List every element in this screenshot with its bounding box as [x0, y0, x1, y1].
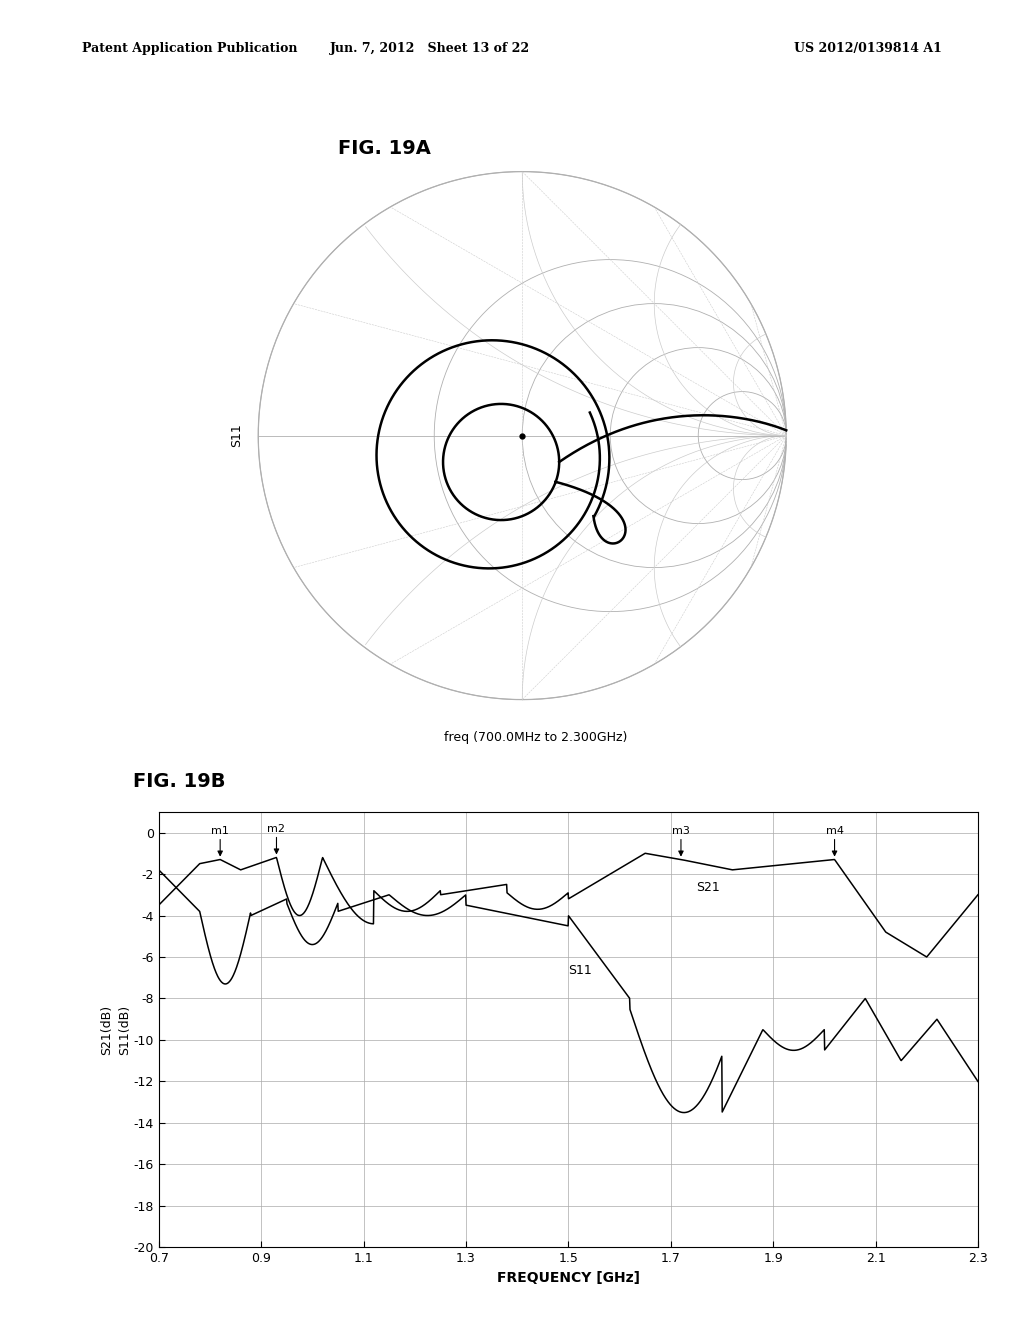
Text: S11: S11 — [230, 424, 244, 447]
Y-axis label: S21(dB)
S11(dB): S21(dB) S11(dB) — [99, 1005, 131, 1055]
Text: S11: S11 — [568, 964, 592, 977]
Text: freq (700.0MHz to 2.300GHz): freq (700.0MHz to 2.300GHz) — [443, 731, 627, 744]
Text: Patent Application Publication: Patent Application Publication — [82, 42, 297, 55]
Text: S21: S21 — [696, 880, 720, 894]
Text: FIG. 19A: FIG. 19A — [338, 139, 431, 157]
Text: m2: m2 — [267, 824, 286, 834]
Text: FIG. 19B: FIG. 19B — [133, 772, 225, 791]
Text: m3: m3 — [672, 825, 690, 836]
X-axis label: FREQUENCY [GHz]: FREQUENCY [GHz] — [497, 1271, 640, 1284]
Text: US 2012/0139814 A1: US 2012/0139814 A1 — [795, 42, 942, 55]
Text: m1: m1 — [211, 825, 229, 836]
Text: m4: m4 — [825, 825, 844, 836]
Text: Jun. 7, 2012   Sheet 13 of 22: Jun. 7, 2012 Sheet 13 of 22 — [330, 42, 530, 55]
